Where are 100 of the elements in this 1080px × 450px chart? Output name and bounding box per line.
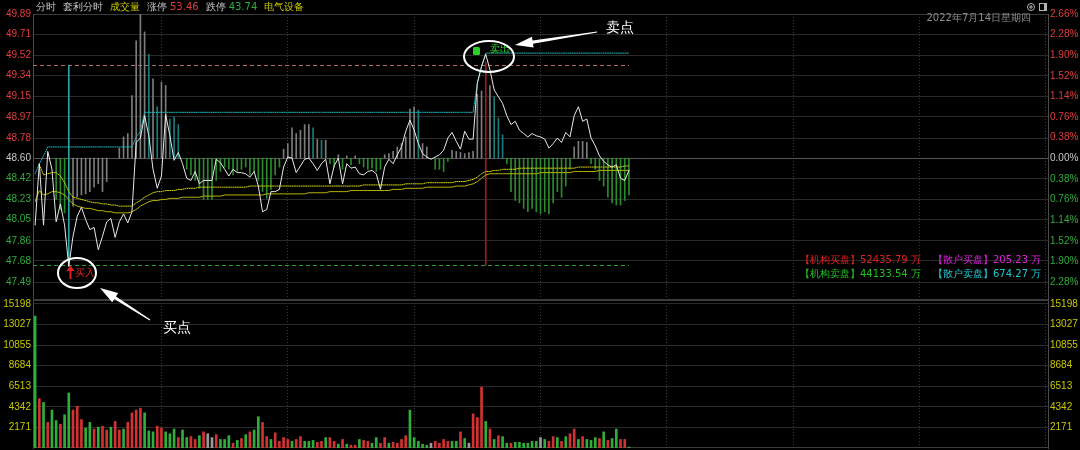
bar [404,435,408,448]
text: 跌停 [205,0,226,12]
bar [425,444,429,448]
bar [282,437,285,448]
bar [160,427,163,448]
y2-tick-label: 1.14% [1050,90,1079,102]
bar [294,439,298,448]
bar [67,392,71,448]
bar [214,434,218,448]
bar [366,441,370,448]
bar [480,386,483,448]
y2-tick-label: 1.52% [1050,69,1079,81]
bar [438,442,441,448]
bar [358,439,361,448]
bar [46,422,50,448]
bar [126,422,130,448]
bar [206,433,210,448]
bar [556,437,559,448]
bar [501,436,504,448]
bar [286,439,290,448]
y2-tick-label: 2.28% [1050,28,1079,40]
bar [42,402,45,448]
bar [614,428,618,448]
bar [303,441,306,448]
bar [118,429,121,448]
bar [442,439,445,448]
bar [240,438,243,448]
bar [513,441,517,448]
annotation: 【机构买盘】52435.79 万 [800,254,921,265]
y2-tick-label: 13027 [1050,318,1079,330]
bar [315,441,319,448]
y-tick-label: 10855 [3,338,32,350]
bar [400,439,403,448]
bar [155,425,159,448]
y2-tick-label: 0.38% [1050,131,1079,143]
y2-tick-label: 1.52% [1050,234,1079,246]
line-series [34,52,630,175]
y2-tick-label: 8684 [1050,359,1073,371]
bar [337,443,340,448]
bar [84,427,87,448]
bar [395,442,399,448]
bar [421,443,424,448]
text: 成交量 [110,0,140,12]
bar [143,412,146,448]
bar [96,426,100,448]
bar [492,439,496,448]
bar [374,437,378,448]
bar [459,431,462,448]
annotation: 2022年7月14日星期四 [926,12,1031,23]
annotation: 买入 [75,266,95,278]
y-tick-label: 15198 [3,297,32,309]
bar [572,428,576,448]
bar [598,438,601,448]
bar [577,439,580,448]
y-tick-label: 49.34 [5,69,32,81]
bar [122,428,125,448]
bar [543,439,547,448]
bar [244,434,248,448]
bar [101,425,104,448]
bar [623,439,627,448]
annotation: 卖点 [606,19,634,35]
y-tick-label: 47.68 [5,254,32,266]
bar [261,422,264,448]
text: 分时 [36,0,56,12]
y-tick-label: 48.78 [5,131,32,143]
bar [223,439,226,448]
bar [593,437,597,448]
bar [560,441,563,448]
y-tick-label: 49.15 [5,90,32,102]
bar [463,438,467,448]
y2-tick-label: 1.90% [1050,48,1079,60]
bar [433,441,437,448]
y2-tick-label: 0.00% [1050,152,1079,164]
y2-tick-label: 10855 [1050,338,1079,350]
y2-tick-label: 2.66% [1050,7,1079,19]
bar [59,423,62,448]
text: 53.46 [170,0,199,12]
text: 电气设备 [264,0,305,12]
y-tick-label: 48.23 [5,193,32,205]
bar [105,429,109,448]
y2-tick-label: 15198 [1050,297,1079,309]
text: 套利分时 [63,0,103,12]
bar [235,440,239,448]
bar [585,439,589,448]
y2-tick-label: 0.76% [1050,193,1079,205]
bar [454,441,458,448]
bar [181,429,184,448]
bar [256,416,260,448]
bar [417,441,420,448]
y-tick-label: 48.97 [5,110,32,122]
bar [75,405,79,448]
y-tick-label: 49.89 [5,7,32,19]
y-tick-label: 13027 [3,318,32,330]
bar [564,436,568,448]
y-tick-label: 8684 [8,359,32,371]
bar [522,442,525,448]
bar [497,435,500,448]
text: 43.74 [228,0,258,12]
bar [37,398,41,448]
bar [324,437,328,448]
